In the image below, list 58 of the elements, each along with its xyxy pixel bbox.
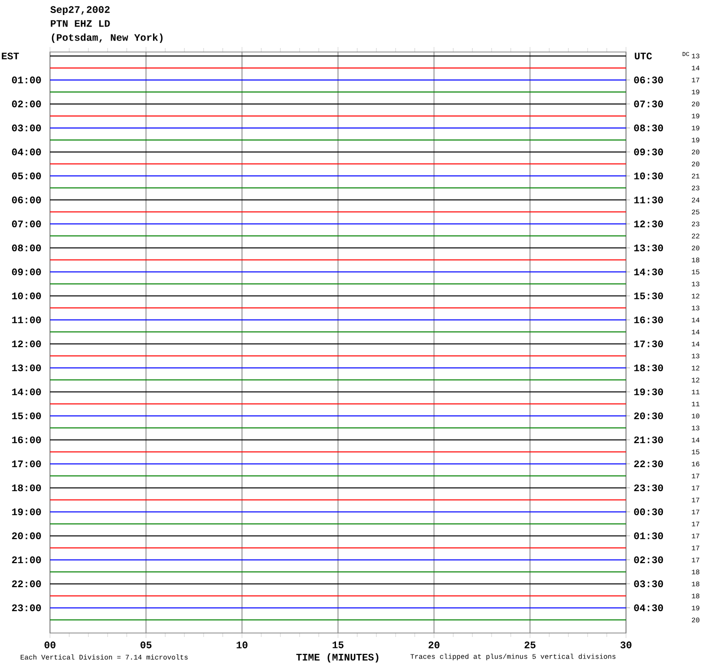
- y2-tick-label: 12:30: [634, 220, 663, 228]
- chart-title: Sep27,2002: [50, 6, 110, 15]
- x-axis-title: TIME (MINUTES): [296, 653, 378, 663]
- y3-tick-label: 01:30: [634, 532, 663, 540]
- y-tick-label: 15:00: [12, 412, 41, 420]
- y-tick-label: 23:00: [12, 604, 41, 612]
- y3-tick-label: 03:30: [634, 580, 663, 588]
- y3-tick-label: 00:30: [634, 508, 663, 516]
- y2-tick-label: 11:30: [634, 196, 663, 204]
- y-tick-label: 02:00: [12, 100, 41, 108]
- x-tick-label: 10: [236, 642, 248, 648]
- y2-tick-label: 20:30: [634, 412, 663, 420]
- y-axis-title: EST: [2, 52, 19, 60]
- y2-axis-title: UTC: [634, 52, 652, 60]
- y-tick-label: 04:00: [12, 148, 41, 156]
- y-tick-label: 16:00: [12, 436, 41, 444]
- y-tick-label: 10:00: [12, 292, 41, 300]
- y-tick-label: 13:00: [12, 364, 41, 372]
- y-tick-label: 11:00: [12, 316, 41, 324]
- chart-subtitle: PTN EHZ LD (Potsdam, New York): [50, 20, 163, 43]
- y-tick-label: 22:00: [12, 580, 41, 588]
- y2-tick-label: 23:30: [634, 484, 663, 492]
- y2-tick-label: 22:30: [634, 460, 663, 468]
- y2-tick-label: 18:30: [634, 364, 663, 372]
- y-tick-label: 05:00: [12, 172, 41, 180]
- x-tick-label: 25: [524, 642, 536, 648]
- y2-tick-label: 16:30: [634, 316, 663, 324]
- y-tick-label: 17:00: [12, 460, 41, 468]
- x-tick-label: 15: [332, 642, 344, 648]
- y-tick-label: 14:00: [12, 388, 41, 396]
- y2-tick-label: 10:30: [634, 172, 663, 180]
- y-tick-label: 09:00: [12, 268, 41, 276]
- y-tick-label: 19:00: [12, 508, 41, 516]
- y3-tick-label: 04:30: [634, 604, 663, 612]
- y2-tick-label: 06:30: [634, 76, 663, 84]
- y-tick-label: 20:00: [12, 532, 41, 540]
- y-tick-label: 01:00: [12, 76, 41, 84]
- y3-tick-label: 02:30: [634, 556, 663, 564]
- y2-tick-label: 09:30: [634, 148, 663, 156]
- y-tick-label: 07:00: [12, 220, 41, 228]
- y2-tick-label: 17:30: [634, 340, 663, 348]
- x-tick-label: 05: [140, 642, 152, 648]
- y2-tick-label: 07:30: [634, 100, 663, 108]
- y-tick-label: 06:00: [12, 196, 41, 204]
- y-tick-label: 18:00: [12, 484, 41, 492]
- y2-tick-label: 21:30: [634, 436, 663, 444]
- y-tick-label: 12:00: [12, 340, 41, 348]
- y2-tick-label: 19:30: [634, 388, 663, 396]
- y2-tick-label: 13:30: [634, 244, 663, 252]
- x-tick-label: 30: [620, 642, 632, 648]
- y2-tick-label: 14:30: [634, 268, 663, 276]
- y2-tick-label: 08:30: [634, 124, 663, 132]
- y-tick-label: 21:00: [12, 556, 41, 564]
- y-tick-label: 08:00: [12, 244, 41, 252]
- y2-tick-label: 15:30: [634, 292, 663, 300]
- x-tick-label: 00: [44, 642, 56, 648]
- x-tick-label: 20: [428, 642, 440, 648]
- y-tick-label: 03:00: [12, 124, 41, 132]
